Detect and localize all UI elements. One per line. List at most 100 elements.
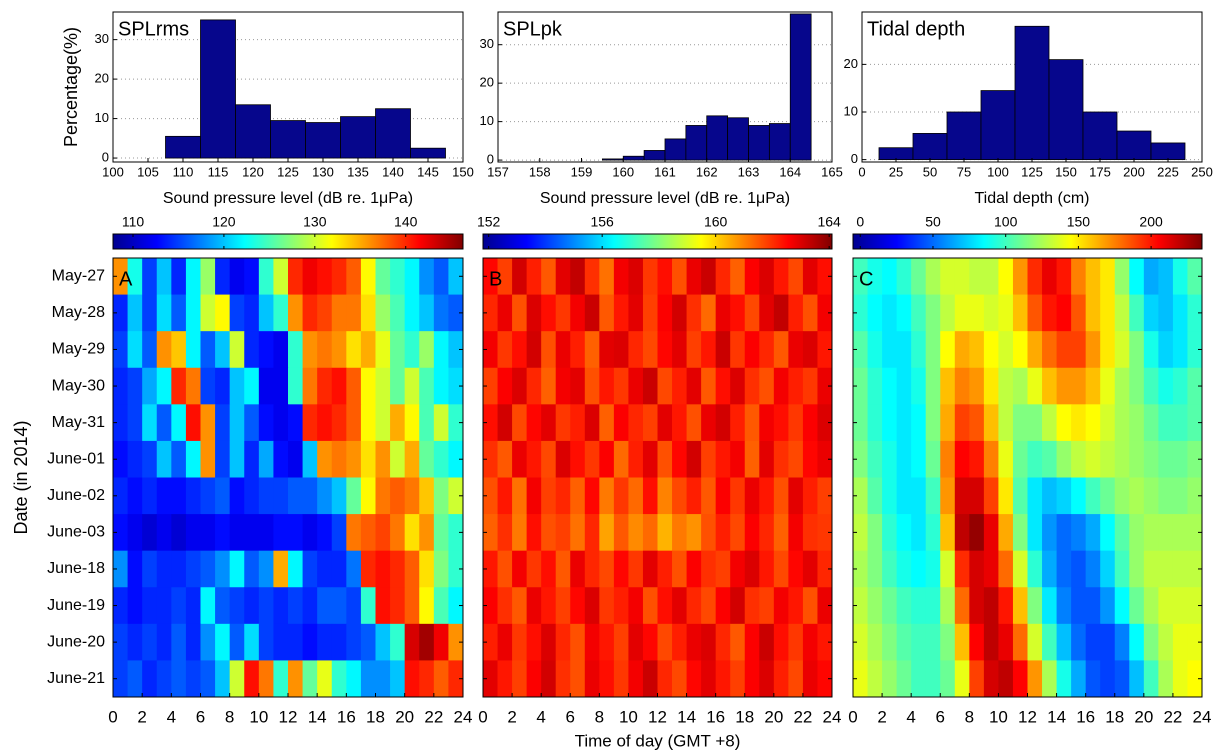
bar bbox=[305, 122, 341, 159]
heatmap-cell bbox=[215, 550, 231, 588]
x-tick-label: 0 bbox=[858, 164, 865, 179]
heatmap-cell bbox=[599, 587, 615, 625]
x-tick-label: 20 bbox=[764, 707, 783, 726]
heatmap-cell bbox=[940, 331, 956, 369]
x-tick-label: 250 bbox=[1191, 164, 1213, 179]
heatmap-cell bbox=[882, 477, 898, 515]
x-tick-label: 14 bbox=[1047, 707, 1066, 726]
heatmap-cell bbox=[570, 440, 586, 478]
heatmap-cell bbox=[302, 587, 318, 625]
heatmap-cell bbox=[302, 404, 318, 442]
heatmap-cell bbox=[273, 660, 289, 698]
heatmap-cell bbox=[113, 258, 128, 295]
heatmap-cell bbox=[331, 331, 347, 369]
heatmap-cell bbox=[1129, 660, 1145, 698]
heatmap-cell bbox=[512, 550, 528, 588]
heatmap-cell bbox=[773, 514, 789, 552]
heatmap-cell bbox=[715, 660, 731, 698]
heatmap-cell bbox=[288, 367, 303, 405]
heatmap-cell bbox=[744, 440, 760, 478]
heatmap-cell bbox=[1085, 440, 1101, 478]
heatmap-cell bbox=[730, 404, 746, 442]
x-tick-label: 0 bbox=[848, 707, 857, 726]
heatmap-cell bbox=[273, 331, 289, 369]
heatmap-cell bbox=[1172, 550, 1188, 588]
heatmap-cell bbox=[925, 514, 941, 552]
heatmap-cell bbox=[1085, 550, 1101, 588]
heatmap-cell bbox=[1100, 514, 1116, 552]
heatmap-cell bbox=[759, 294, 775, 332]
y-tick-label: 10 bbox=[844, 103, 858, 118]
row-label: May-31 bbox=[52, 414, 105, 431]
heatmap-cell bbox=[802, 258, 818, 295]
heatmap-cell bbox=[448, 587, 464, 625]
heatmap-cell bbox=[244, 404, 260, 442]
heatmap-cell bbox=[526, 587, 542, 625]
heatmap-cell bbox=[802, 514, 818, 552]
heatmap-cell bbox=[229, 331, 245, 369]
heatmap-cell bbox=[954, 258, 970, 295]
heatmap-cell bbox=[497, 514, 513, 552]
heatmap-cell bbox=[584, 404, 600, 442]
heatmap-cell bbox=[788, 660, 804, 698]
heatmap-cell bbox=[853, 623, 868, 661]
heatmap-cell bbox=[346, 331, 362, 369]
heatmap-cell bbox=[273, 623, 289, 661]
heatmap-cell bbox=[730, 258, 746, 295]
heatmap-cell bbox=[142, 514, 158, 552]
heatmap-cell bbox=[200, 294, 216, 332]
heatmap-cell bbox=[258, 477, 274, 515]
heatmap-cell bbox=[1129, 404, 1145, 442]
heatmap-cell bbox=[1027, 623, 1043, 661]
heatmap-cell bbox=[555, 587, 571, 625]
heatmap-cell bbox=[200, 331, 216, 369]
heatmap-cell bbox=[657, 331, 673, 369]
bar bbox=[706, 115, 729, 161]
heatmap-cell bbox=[701, 404, 717, 442]
heatmap-cell bbox=[599, 258, 615, 295]
heatmap-cell bbox=[1187, 477, 1203, 515]
heatmap-cell bbox=[497, 587, 513, 625]
heatmap-cell bbox=[759, 623, 775, 661]
heatmap-cell bbox=[686, 404, 702, 442]
heatmap-cell bbox=[302, 550, 318, 588]
heatmap-cell bbox=[773, 367, 789, 405]
heatmap-cell bbox=[142, 623, 158, 661]
heatmap-cell bbox=[1071, 477, 1087, 515]
heatmap-cell bbox=[613, 367, 629, 405]
colorbar-tick-label: 100 bbox=[994, 214, 1018, 230]
heatmap-cell bbox=[497, 550, 513, 588]
heatmap-cell bbox=[541, 404, 557, 442]
heatmap-cell bbox=[497, 258, 513, 295]
heatmap-cell bbox=[969, 258, 985, 295]
heatmap-cell bbox=[969, 331, 985, 369]
heatmap-cell bbox=[715, 294, 731, 332]
heatmap-cell bbox=[419, 440, 435, 478]
heatmap-cell bbox=[896, 477, 912, 515]
heatmap-cell bbox=[853, 440, 868, 478]
heatmap-cell bbox=[483, 477, 498, 515]
heatmap-cell bbox=[171, 623, 187, 661]
heatmap-cell bbox=[715, 477, 731, 515]
heatmap-cell bbox=[1143, 331, 1159, 369]
x-tick-label: 100 bbox=[987, 164, 1009, 179]
heatmap-cell bbox=[317, 294, 333, 332]
heatmap-cell bbox=[541, 660, 557, 698]
heatmap-cell bbox=[940, 404, 956, 442]
heatmap-cell bbox=[657, 294, 673, 332]
heatmap-cell bbox=[672, 623, 687, 661]
heatmap-cell bbox=[448, 258, 464, 295]
heatmap-cell bbox=[541, 623, 557, 661]
heatmap-cell bbox=[1042, 477, 1057, 515]
heatmap-cell bbox=[940, 587, 956, 625]
heatmap-cell bbox=[375, 440, 391, 478]
heatmap-cell bbox=[867, 623, 883, 661]
heatmap-cell bbox=[730, 440, 746, 478]
heatmap-cell bbox=[526, 367, 542, 405]
x-tick-label: 12 bbox=[1018, 707, 1037, 726]
heatmap-cell bbox=[346, 294, 362, 332]
heatmap-cell bbox=[998, 660, 1014, 698]
x-tick-label: 18 bbox=[735, 707, 754, 726]
heatmap-cell bbox=[200, 404, 216, 442]
heatmap-cell bbox=[302, 623, 318, 661]
